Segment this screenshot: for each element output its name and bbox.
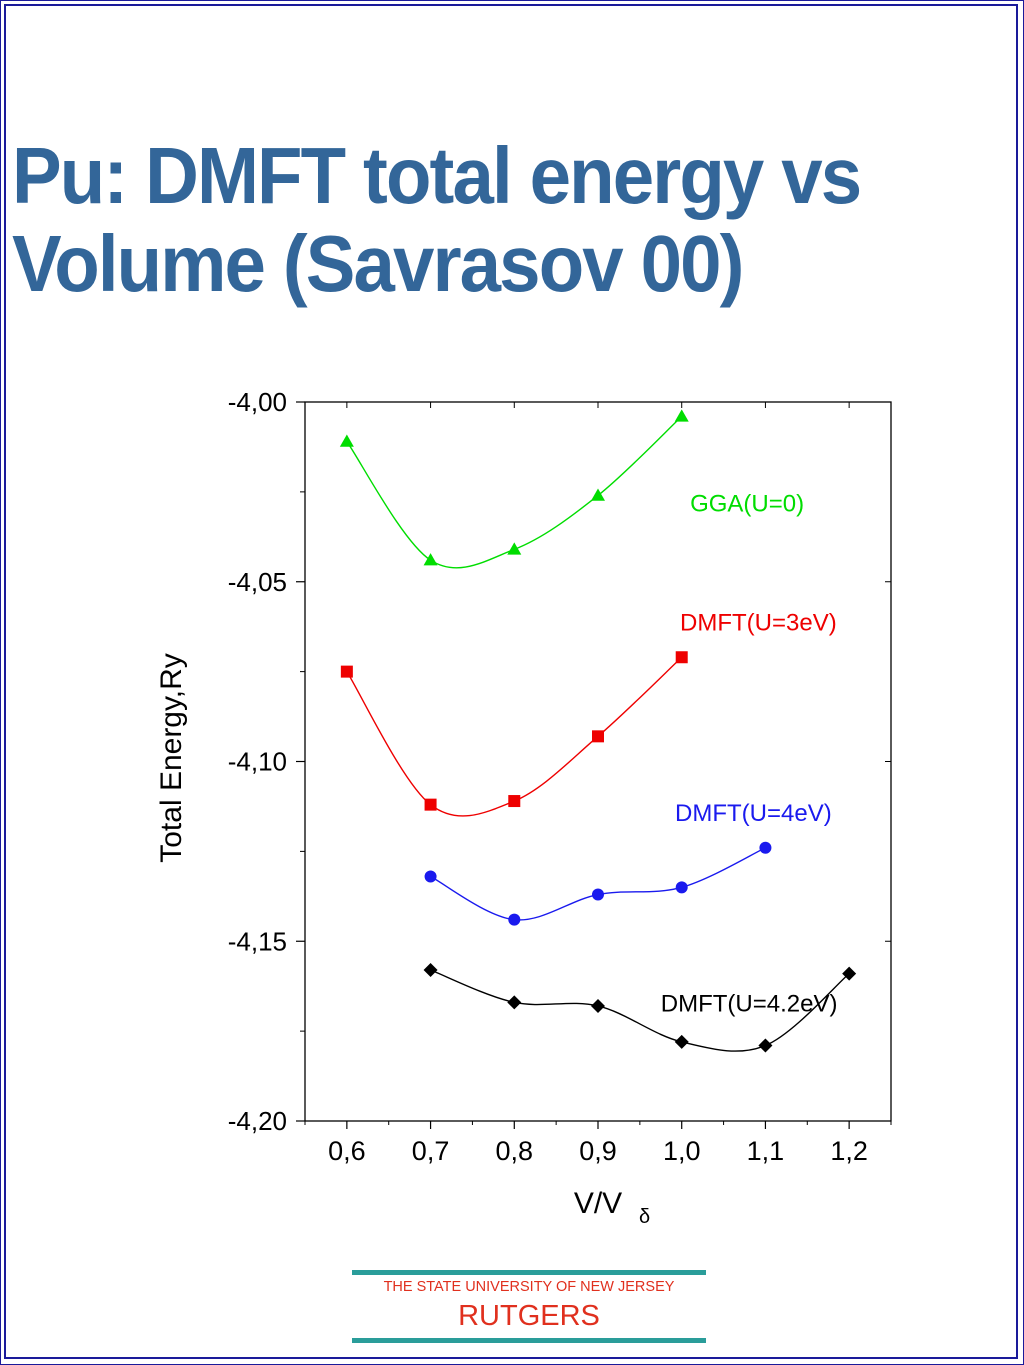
logo-top-rule [352,1270,706,1275]
data-point-series-3 [675,881,688,894]
data-point-series-2 [675,651,688,664]
x-tick-label: 1,1 [747,1136,785,1166]
data-point-series-3 [592,888,604,901]
data-point-series-1 [507,542,522,555]
data-point-series-3 [508,913,521,926]
logo-name-text: RUTGERS [458,1300,600,1332]
data-point-series-4 [423,963,438,978]
data-point-series-4 [758,1038,773,1053]
slide-title-line-2: Volume (Savrasov 00) [12,219,744,308]
slide-border-inner [4,4,1018,1359]
x-tick-label: 1,0 [663,1136,701,1166]
series-line-3 [430,847,766,921]
x-tick-label: 1,2 [830,1136,868,1166]
data-point-series-4 [842,966,857,981]
data-point-series-2 [592,730,604,743]
data-point-series-2 [424,798,437,811]
data-point-series-1 [591,488,605,501]
slide-title-line-1: Pu: DMFT total energy vs [12,131,862,220]
y-tick-label: -4,20 [228,1106,287,1136]
series-line-2 [346,656,683,817]
logo-bottom-rule [352,1338,706,1343]
data-point-series-1 [674,409,689,422]
y-tick-label: -4,10 [228,747,287,777]
x-axis-label: V/V [574,1187,622,1220]
x-tick-label: 0,7 [412,1136,450,1166]
y-tick-label: -4,15 [228,926,287,956]
rutgers-logo: THE STATE UNIVERSITY OF NEW JERSEY RUTGE… [352,1270,706,1346]
data-point-series-3 [424,870,437,883]
x-tick-label: 0,8 [496,1136,534,1166]
data-point-series-1 [339,434,354,447]
data-point-series-4 [591,998,605,1013]
data-point-series-4 [674,1034,689,1049]
y-tick-label: -4,05 [228,567,287,597]
energy-volume-chart: 0,6 0,7 0,8 0,9 1,0 1,1 1,2 -4,00 -4,05 -4,10 -4,1… [155,387,892,1228]
data-point-series-3 [759,841,772,854]
data-point-series-2 [508,795,521,808]
slide-title: Pu: DMFT total energy vs Volume (Savraso… [12,132,942,308]
logo-university-text: THE STATE UNIVERSITY OF NEW JERSEY [383,1279,675,1295]
series-label-1: GGA(U=0) [690,491,804,518]
series-label-3: DMFT(U=4eV) [675,800,832,827]
series-label-4: DMFT(U=4.2eV) [661,990,838,1017]
x-axis-label-subscript: δ [639,1206,650,1228]
data-point-series-1 [423,553,438,566]
series-label-2: DMFT(U=3eV) [680,609,837,636]
y-tick-label: -4,00 [228,387,287,417]
series-line-4 [430,969,850,1052]
x-tick-label: 0,9 [579,1136,617,1166]
y-axis-label: Total Energy,Ry [155,653,188,863]
data-point-series-4 [507,995,522,1010]
data-point-series-2 [340,665,353,678]
x-tick-label: 0,6 [328,1136,366,1166]
